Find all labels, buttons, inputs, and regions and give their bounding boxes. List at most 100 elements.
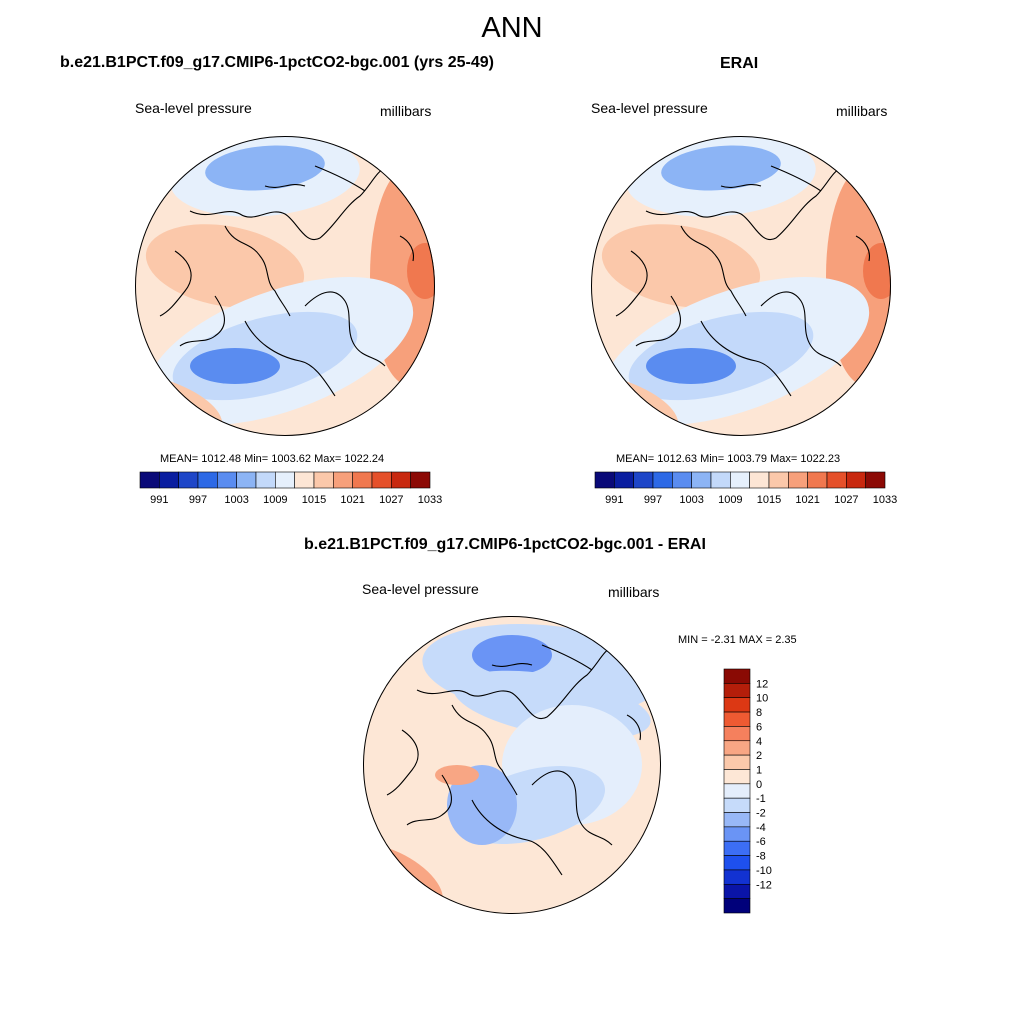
- panel-3-coastline: [406, 774, 452, 826]
- panel-2-colorbar-swatch: [865, 471, 886, 489]
- panel-1-colorbar-swatch: [275, 471, 295, 489]
- panel-2-colorbar-swatch: [594, 471, 615, 489]
- panel-2-colorbar-tick-label: 1003: [679, 494, 703, 506]
- panel-1-coastline: [189, 167, 386, 241]
- panel-3-colorbar-swatch: [723, 812, 751, 828]
- panel-3-colorbar-swatch: [723, 869, 751, 885]
- panel-3-pressure-region: [435, 765, 479, 785]
- panel-1-map-border: [135, 136, 435, 436]
- panel-2-colorbar-tick-label: 1027: [834, 494, 858, 506]
- panel-2-colorbar-swatch: [749, 471, 770, 489]
- panel-3-colorbar-tick-label: 10: [756, 693, 768, 705]
- panel-1-colorbar-swatch: [217, 471, 237, 489]
- panel-3-colorbar-tick-label: 2: [756, 750, 762, 762]
- panel-3-colorbar-swatch: [723, 855, 751, 871]
- panel-1-variable-label: Sea-level pressure: [135, 100, 252, 116]
- panel-3-colorbar-swatch: [723, 711, 751, 727]
- panel-1-colorbar-swatch: [410, 471, 431, 489]
- panel-3-colorbar-swatch: [723, 883, 751, 899]
- panel-2-colorbar-swatch: [691, 471, 712, 489]
- panel-3-units-label: millibars: [608, 584, 660, 600]
- panel-2-colorbar-swatch: [672, 471, 692, 489]
- panel-3-colorbar-swatch: [723, 740, 751, 756]
- panel-3-coastline: [531, 770, 613, 846]
- panel-3-colorbar-tick-label: -6: [756, 836, 766, 848]
- panel-2-colorbar-swatch: [768, 471, 789, 489]
- panel-1-title: b.e21.B1PCT.f09_g17.CMIP6-1pctCO2-bgc.00…: [60, 54, 494, 71]
- panel-2-coastline: [770, 165, 822, 192]
- panel-3-colorbar-tick-label: 8: [756, 707, 762, 719]
- panel-2-colorbar-tick-label: 997: [644, 494, 662, 506]
- panel-1-coastline: [304, 291, 386, 367]
- panel-1-colorbar-tick-label: 1015: [302, 494, 326, 506]
- panel-2-colorbar-swatch: [846, 471, 866, 489]
- panel-3-min-max: MIN = -2.31 MAX = 2.35: [678, 634, 797, 646]
- panel-1-colorbar: 991 997 1003 1009 1015 1021 1027 1033: [139, 471, 442, 506]
- panel-3-coastline: [451, 704, 518, 796]
- panel-2-colorbar-tick-label: 1009: [718, 494, 742, 506]
- panel-1-colorbar-swatch: [236, 471, 257, 489]
- panel-1-polar-map: [135, 136, 435, 436]
- panel-3-colorbar-swatch: [723, 840, 751, 856]
- panel-3-colorbar-swatch: [723, 898, 751, 914]
- panel-1-coastline: [244, 320, 336, 397]
- panel-3-colorbar-tick-label: -8: [756, 851, 766, 863]
- panel-1-colorbar-swatch: [178, 471, 199, 489]
- panel-1-colorbar-tick-label: 1009: [263, 494, 287, 506]
- figure-title: ANN: [481, 12, 543, 44]
- panel-1-colorbar-swatch: [139, 471, 160, 489]
- panel-3-coastline: [541, 644, 593, 671]
- panel-3-colorbar-tick-label: 6: [756, 721, 762, 733]
- panel-2-coastline: [700, 320, 792, 397]
- panel-3-colorbar-tick-label: -4: [756, 822, 766, 834]
- panel-3-pressure-region: [472, 635, 552, 675]
- panel-1-units-label: millibars: [380, 103, 432, 119]
- panel-3-coastline: [626, 714, 641, 741]
- panel-3-map-border: [363, 616, 661, 914]
- panel-3-coastline: [471, 799, 563, 876]
- panel-2-stats: MEAN= 1012.63 Min= 1003.79 Max= 1022.23: [616, 453, 841, 465]
- panel-2-colorbar-swatch: [710, 471, 731, 489]
- panel-2-colorbar-swatch: [614, 471, 634, 489]
- panel-1-colorbar-swatch: [255, 471, 276, 489]
- panel-3-colorbar-tick-label: -1: [756, 793, 766, 805]
- panel-2-coastline: [720, 184, 762, 188]
- panel-1-coastline: [264, 184, 306, 188]
- panel-3-coastline: [386, 729, 419, 796]
- panel-3-variable-label: Sea-level pressure: [362, 581, 479, 597]
- panel-3-colorbar-swatch: [723, 783, 751, 799]
- panel-1-colorbar-swatch: [352, 471, 373, 489]
- panel-3-colorbar-tick-label: 12: [756, 678, 768, 690]
- panel-2-colorbar-swatch: [807, 471, 828, 489]
- panel-3-title: b.e21.B1PCT.f09_g17.CMIP6-1pctCO2-bgc.00…: [304, 536, 706, 553]
- panel-2-colorbar-tick-label: 1033: [873, 494, 897, 506]
- panel-2-map-border: [591, 136, 891, 436]
- panel-2-colorbar-swatch: [633, 471, 654, 489]
- panel-3-colorbar-tick-label: 0: [756, 779, 762, 791]
- panel-1-coastline: [314, 165, 366, 192]
- panel-3-colorbar-swatch: [723, 754, 751, 770]
- panel-1-colorbar-swatch: [391, 471, 411, 489]
- panel-1-colorbar-tick-label: 1027: [379, 494, 403, 506]
- panel-2-colorbar-tick-label: 1021: [795, 494, 819, 506]
- panel-1-colorbar-swatch: [197, 471, 218, 489]
- panel-1-colorbar-swatch: [159, 471, 179, 489]
- panel-1-colorbar-swatch: [313, 471, 334, 489]
- panel-2-coastline: [855, 235, 870, 262]
- panel-2-coastline: [760, 291, 842, 367]
- panel-1-coastline: [159, 250, 192, 317]
- panel-2-colorbar-swatch: [652, 471, 673, 489]
- panel-3-colorbar-tick-label: -10: [756, 865, 772, 877]
- panel-3-colorbar-tick-label: 4: [756, 736, 762, 748]
- panel-1-colorbar-tick-label: 1003: [224, 494, 248, 506]
- panel-2-pressure-region: [661, 145, 781, 191]
- panel-3-colorbar-tick-label: -2: [756, 808, 766, 820]
- panel-1-pressure-region: [190, 348, 280, 384]
- panel-2-coastline: [680, 225, 747, 317]
- panel-3-coastline: [491, 663, 533, 667]
- panel-3-colorbar-swatch: [723, 797, 751, 813]
- panel-2-variable-label: Sea-level pressure: [591, 100, 708, 116]
- panel-3-colorbar-swatch: [723, 769, 751, 785]
- panel-2-pressure-region: [646, 348, 736, 384]
